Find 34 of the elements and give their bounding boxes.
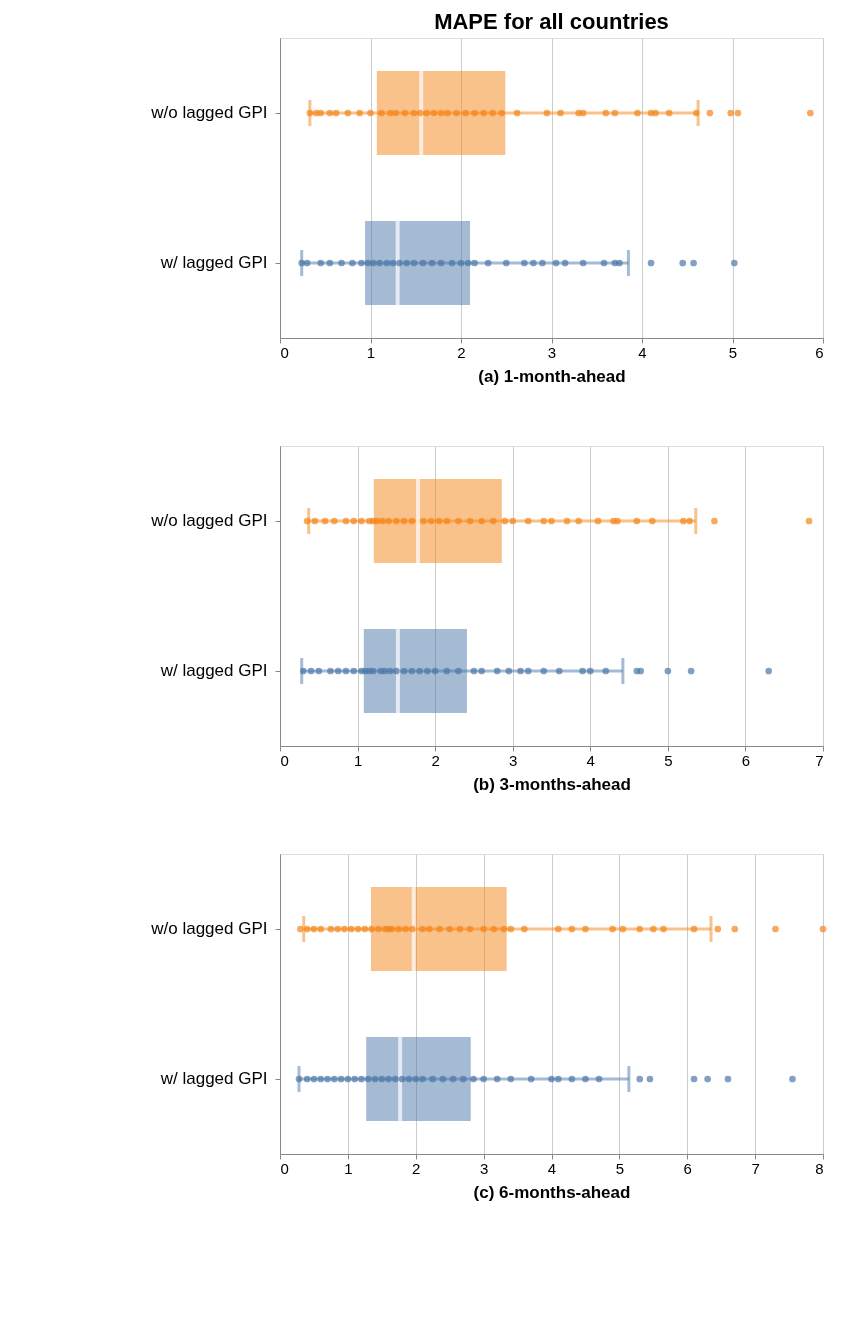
x-tick-label: 3: [509, 751, 518, 769]
x-tick-label: 4: [586, 751, 595, 769]
y-tick-label: w/o lagged GPI: [150, 103, 268, 122]
x-tick-label: 1: [366, 343, 376, 361]
x-tick-label: 8: [815, 1159, 824, 1177]
x-tick-label: 5: [664, 751, 673, 769]
x-tick-label: 4: [638, 343, 647, 361]
x-tick-label: 2: [431, 751, 440, 769]
x-tick-label: 6: [741, 751, 751, 769]
x-tick-label: 0: [280, 343, 289, 361]
x-tick-label: 6: [683, 1159, 692, 1177]
x-tick-label: 2: [412, 1159, 421, 1177]
x-tick-label: 7: [751, 1159, 760, 1177]
x-tick-label: 3: [547, 343, 557, 361]
x-axis-title: (a) 1-month-ahead: [478, 366, 626, 386]
x-tick-label: 6: [815, 343, 824, 361]
x-tick-label: 7: [815, 751, 824, 769]
x-tick-label: 2: [457, 343, 466, 361]
y-tick-label: w/ lagged GPI: [159, 661, 268, 680]
x-tick-label: 1: [353, 751, 363, 769]
y-tick-label: w/o lagged GPI: [150, 919, 268, 938]
y-tick-label: w/ lagged GPI: [159, 253, 268, 272]
x-tick-label: 4: [547, 1159, 557, 1177]
x-tick-label: 5: [728, 343, 738, 361]
x-tick-label: 0: [280, 751, 289, 769]
x-axis-title: (b) 3-months-ahead: [473, 774, 631, 794]
x-tick-label: 1: [344, 1159, 353, 1177]
chart-title: MAPE for all countries: [434, 9, 669, 34]
x-axis-title: (c) 6-months-ahead: [473, 1182, 631, 1202]
x-tick-label: 0: [280, 1159, 289, 1177]
y-tick-label: w/o lagged GPI: [150, 511, 268, 530]
x-tick-label: 5: [615, 1159, 625, 1177]
x-tick-label: 3: [479, 1159, 489, 1177]
y-tick-label: w/ lagged GPI: [159, 1069, 268, 1088]
